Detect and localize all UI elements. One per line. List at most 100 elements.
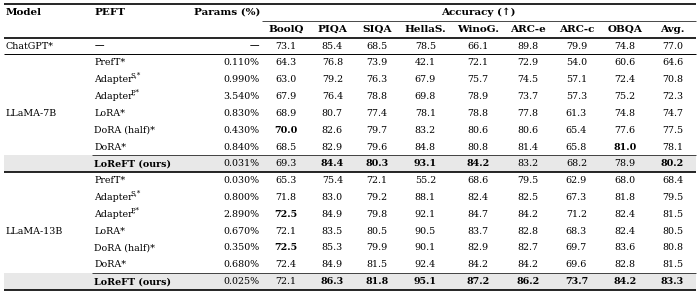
- Text: LLaMA-13B: LLaMA-13B: [6, 227, 64, 235]
- Text: 86.2: 86.2: [517, 277, 540, 286]
- Text: 2.890%: 2.890%: [223, 210, 260, 219]
- Text: 79.6: 79.6: [366, 143, 388, 151]
- Text: 68.3: 68.3: [566, 227, 587, 235]
- Text: 85.4: 85.4: [322, 41, 343, 51]
- Text: 0.990%: 0.990%: [223, 75, 260, 84]
- Text: Adapter: Adapter: [94, 210, 133, 219]
- Text: 64.3: 64.3: [275, 59, 296, 67]
- Bar: [4, 156, 696, 172]
- Text: OBQA: OBQA: [608, 25, 643, 34]
- Text: 83.7: 83.7: [467, 227, 488, 235]
- Text: 55.2: 55.2: [414, 176, 436, 185]
- Text: S,*: S,*: [130, 71, 141, 79]
- Text: 80.5: 80.5: [366, 227, 388, 235]
- Text: 0.680%: 0.680%: [223, 260, 260, 269]
- Text: 73.7: 73.7: [565, 277, 588, 286]
- Text: 83.3: 83.3: [661, 277, 684, 286]
- Text: 83.2: 83.2: [415, 126, 436, 135]
- Text: 67.3: 67.3: [566, 193, 587, 202]
- Text: P,*: P,*: [130, 88, 139, 96]
- Text: 74.8: 74.8: [615, 109, 636, 118]
- Text: 72.1: 72.1: [275, 277, 296, 286]
- Text: 79.7: 79.7: [366, 126, 388, 135]
- Text: 70.0: 70.0: [274, 126, 298, 135]
- Text: 83.5: 83.5: [322, 227, 343, 235]
- Text: 79.8: 79.8: [366, 210, 388, 219]
- Text: 79.2: 79.2: [366, 193, 388, 202]
- Text: 79.2: 79.2: [322, 75, 343, 84]
- Text: 0.800%: 0.800%: [223, 193, 260, 202]
- Text: 81.8: 81.8: [615, 193, 636, 202]
- Text: 0.030%: 0.030%: [223, 176, 260, 185]
- Text: ChatGPT*: ChatGPT*: [6, 41, 54, 51]
- Text: 3.540%: 3.540%: [223, 92, 260, 101]
- Text: 68.9: 68.9: [275, 109, 296, 118]
- Text: ARC-c: ARC-c: [559, 25, 594, 34]
- Text: 72.1: 72.1: [275, 227, 296, 235]
- Text: S,*: S,*: [130, 189, 141, 197]
- Text: P,*: P,*: [130, 206, 139, 214]
- Text: 62.9: 62.9: [566, 176, 587, 185]
- Text: 80.6: 80.6: [467, 126, 488, 135]
- Text: 82.6: 82.6: [322, 126, 343, 135]
- Text: 78.8: 78.8: [366, 92, 387, 101]
- Text: 81.5: 81.5: [662, 260, 683, 269]
- Text: 81.5: 81.5: [662, 210, 683, 219]
- Text: PIQA: PIQA: [317, 25, 347, 34]
- Text: 80.7: 80.7: [322, 109, 343, 118]
- Text: 69.8: 69.8: [414, 92, 436, 101]
- Text: —: —: [94, 41, 104, 51]
- Text: 68.0: 68.0: [615, 176, 636, 185]
- Text: 82.5: 82.5: [517, 193, 538, 202]
- Text: 78.9: 78.9: [615, 159, 636, 168]
- Text: PrefT*: PrefT*: [94, 176, 126, 185]
- Text: 84.8: 84.8: [415, 143, 436, 151]
- Text: 72.3: 72.3: [662, 92, 683, 101]
- Text: 71.8: 71.8: [275, 193, 296, 202]
- Text: 65.4: 65.4: [566, 126, 587, 135]
- Text: LoReFT (ours): LoReFT (ours): [94, 277, 172, 286]
- Text: 82.4: 82.4: [615, 227, 636, 235]
- Text: 87.2: 87.2: [466, 277, 489, 286]
- Text: 84.4: 84.4: [321, 159, 344, 168]
- Text: 83.6: 83.6: [615, 243, 636, 253]
- Text: 81.5: 81.5: [366, 260, 388, 269]
- Text: 80.5: 80.5: [662, 227, 683, 235]
- Text: 0.110%: 0.110%: [223, 59, 260, 67]
- Text: 90.5: 90.5: [414, 227, 436, 235]
- Text: 74.5: 74.5: [517, 75, 538, 84]
- Text: ARC-e: ARC-e: [510, 25, 546, 34]
- Text: 72.9: 72.9: [517, 59, 538, 67]
- Text: 89.8: 89.8: [517, 41, 538, 51]
- Text: 57.3: 57.3: [566, 92, 587, 101]
- Text: 0.025%: 0.025%: [223, 277, 260, 286]
- Text: 68.5: 68.5: [275, 143, 296, 151]
- Text: Model: Model: [6, 8, 42, 17]
- Text: 82.7: 82.7: [517, 243, 538, 253]
- Text: 77.0: 77.0: [662, 41, 683, 51]
- Text: 82.9: 82.9: [467, 243, 488, 253]
- Text: 83.0: 83.0: [322, 193, 343, 202]
- Text: 74.7: 74.7: [662, 109, 683, 118]
- Text: 92.4: 92.4: [415, 260, 436, 269]
- Text: 73.9: 73.9: [366, 59, 388, 67]
- Text: 65.3: 65.3: [275, 176, 297, 185]
- Text: 80.8: 80.8: [662, 243, 683, 253]
- Text: 84.7: 84.7: [467, 210, 488, 219]
- Text: 61.3: 61.3: [566, 109, 587, 118]
- Text: 79.5: 79.5: [517, 176, 538, 185]
- Text: 88.1: 88.1: [415, 193, 436, 202]
- Text: 84.9: 84.9: [322, 210, 343, 219]
- Text: 67.9: 67.9: [275, 92, 296, 101]
- Text: 82.4: 82.4: [467, 193, 488, 202]
- Text: 76.8: 76.8: [322, 59, 343, 67]
- Text: 71.2: 71.2: [566, 210, 587, 219]
- Text: 78.9: 78.9: [467, 92, 488, 101]
- Text: 78.5: 78.5: [415, 41, 436, 51]
- Text: Avg.: Avg.: [660, 25, 685, 34]
- Text: 78.1: 78.1: [662, 143, 683, 151]
- Text: 80.2: 80.2: [661, 159, 684, 168]
- Text: 82.8: 82.8: [517, 227, 538, 235]
- Text: PrefT*: PrefT*: [94, 59, 126, 67]
- Text: HellaS.: HellaS.: [405, 25, 446, 34]
